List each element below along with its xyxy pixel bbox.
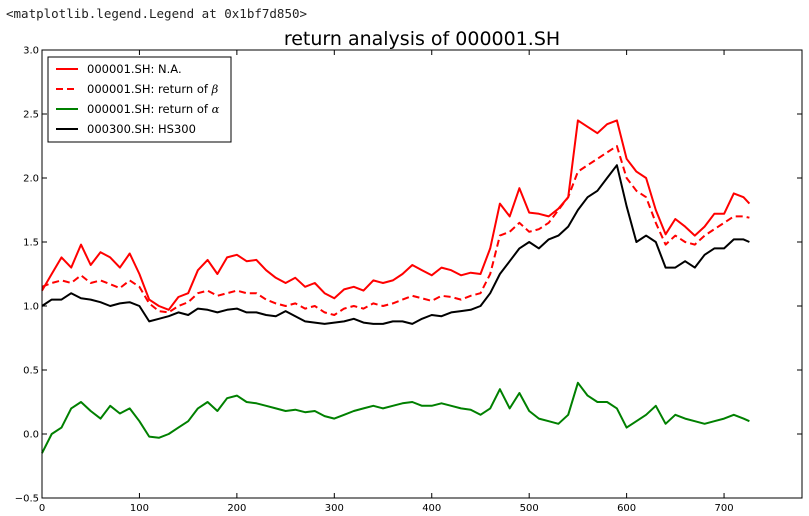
legend-label-2: 000001.SH: return of α	[87, 102, 220, 116]
legend-label-0: 000001.SH: N.A.	[87, 62, 182, 76]
output-repr-text: <matplotlib.legend.Legend at 0x1bf7d850>	[6, 6, 308, 21]
chart-title: return analysis of 000001.SH	[284, 28, 560, 50]
y-tick-label: 0.5	[23, 366, 39, 377]
plot-layer: −0.5 0.0 0.5 1.0 1.5 2.0 2.5 3.0 0 100 200 300 400 50…	[15, 46, 803, 514]
x-tick-label: 700	[715, 503, 734, 514]
series-line-1	[41, 145, 750, 316]
x-tick-label: 300	[325, 503, 344, 514]
legend-box	[47, 56, 232, 143]
y-tick-label: 2.0	[23, 174, 39, 185]
y-tick-label: 1.0	[23, 302, 39, 313]
y-tick-label: 1.5	[23, 238, 39, 249]
x-tick-label: 400	[422, 503, 441, 514]
series-line-2	[41, 381, 750, 454]
legend-label-3: 000300.SH: HS300	[87, 122, 196, 136]
x-tick-label: 500	[520, 503, 539, 514]
x-tick-label: 200	[227, 503, 246, 514]
legend-label-1: 000001.SH: return of β	[87, 82, 219, 96]
y-tick-label: 2.5	[23, 110, 39, 121]
x-tick-label: 100	[130, 503, 149, 514]
series-line-3	[41, 164, 750, 325]
legend: 000001.SH: N.A. 000001.SH: return of β 000…	[47, 56, 232, 143]
y-tick-label: 3.0	[23, 46, 39, 57]
y-tick-label: 0.0	[23, 430, 39, 441]
series-line-0	[41, 119, 751, 311]
x-tick-label: 0	[39, 503, 45, 514]
plot-frame	[41, 49, 803, 499]
x-tick-label: 600	[617, 503, 636, 514]
y-tick-label: −0.5	[15, 494, 39, 505]
